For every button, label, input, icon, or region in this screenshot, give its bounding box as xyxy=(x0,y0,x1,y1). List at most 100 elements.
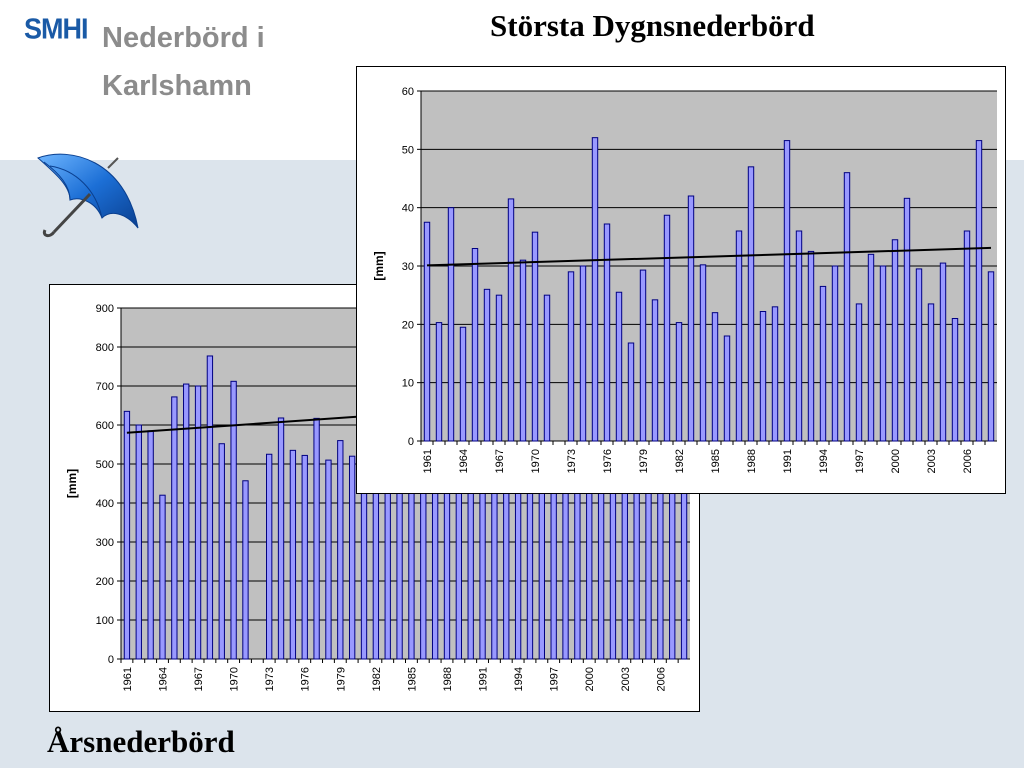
bar-1975 xyxy=(591,137,599,442)
x-tick-label: 1964 xyxy=(157,667,169,691)
trend-line xyxy=(426,246,992,267)
bar-1970 xyxy=(230,380,237,660)
bar-1971 xyxy=(242,480,249,660)
bar-1963 xyxy=(147,430,154,660)
bar-1989 xyxy=(759,311,767,442)
x-tick-label: 1997 xyxy=(549,667,561,691)
bar-1980 xyxy=(348,455,356,660)
x-tick-label: 1970 xyxy=(530,449,542,473)
bar-1976 xyxy=(301,454,308,660)
umbrella-icon xyxy=(37,153,139,238)
y-tick-label: 500 xyxy=(96,459,114,471)
x-tick-label: 1973 xyxy=(264,667,276,691)
y-tick-label: 10 xyxy=(402,378,414,390)
bar-1979 xyxy=(639,269,647,442)
bar-1996 xyxy=(843,172,851,442)
y-tick-label: 700 xyxy=(96,381,114,393)
y-axis-title: [mm] xyxy=(65,469,79,498)
bar-1965 xyxy=(171,396,178,660)
bar-1981 xyxy=(663,214,671,442)
x-tick-label: 1988 xyxy=(746,449,758,473)
bar-1966 xyxy=(483,288,491,442)
bar-1987 xyxy=(735,230,743,442)
y-axis-title: [mm] xyxy=(372,251,386,280)
x-tick-label: 1979 xyxy=(638,449,650,473)
bar-1966 xyxy=(183,383,190,660)
x-tick-label: 1985 xyxy=(406,667,418,691)
bar-1967 xyxy=(194,385,202,660)
bar-2004 xyxy=(939,262,947,442)
y-tick-label: 50 xyxy=(402,144,414,156)
chart-title-max-daily: Största Dygnsnederbörd xyxy=(490,8,815,43)
x-tick-label: 2003 xyxy=(620,667,632,691)
x-tick-label: 1988 xyxy=(442,667,454,691)
bar-1988 xyxy=(747,166,755,442)
y-tick-label: 600 xyxy=(96,420,114,432)
x-tick-label: 1976 xyxy=(602,449,614,473)
x-tick-label: 1985 xyxy=(710,449,722,473)
bar-2001 xyxy=(903,197,911,442)
bar-2008 xyxy=(987,271,995,442)
y-tick-label: 0 xyxy=(408,436,414,448)
bar-1971 xyxy=(543,294,551,442)
y-tick-label: 300 xyxy=(96,537,114,549)
bar-1965 xyxy=(471,248,479,442)
bar-1993 xyxy=(807,250,815,442)
y-tick-label: 900 xyxy=(96,303,114,315)
bar-1999 xyxy=(879,265,887,442)
page-title-line2: Karlshamn xyxy=(102,70,252,102)
bar-1991 xyxy=(783,140,791,442)
bar-1998 xyxy=(867,253,875,442)
y-tick-label: 30 xyxy=(402,261,414,273)
bar-2005 xyxy=(951,318,959,442)
x-tick-label: 1970 xyxy=(229,667,241,691)
bar-1962 xyxy=(435,322,443,442)
bar-2006 xyxy=(963,230,971,442)
y-tick-label: 60 xyxy=(402,86,414,98)
y-tick-label: 0 xyxy=(108,654,114,666)
page-title-line1: Nederbörd i xyxy=(102,22,265,54)
bar-1994 xyxy=(819,285,827,442)
bar-1964 xyxy=(159,494,166,660)
bar-1984 xyxy=(699,264,707,442)
bar-1977 xyxy=(313,417,320,660)
bar-1992 xyxy=(795,230,803,442)
x-tick-label: 1961 xyxy=(422,449,434,473)
bar-1978 xyxy=(627,342,635,442)
x-tick-label: 1982 xyxy=(371,667,383,691)
smhi-logo: SMHI xyxy=(24,13,88,45)
x-tick-label: 1994 xyxy=(818,449,830,473)
bar-1969 xyxy=(218,443,225,660)
x-tick-label: 1991 xyxy=(782,449,794,473)
bar-1961 xyxy=(423,221,431,442)
bar-1973 xyxy=(266,453,273,660)
x-tick-label: 1967 xyxy=(193,667,205,691)
bar-1975 xyxy=(289,449,297,660)
y-tick-label: 40 xyxy=(402,203,414,215)
max-daily-chart-svg: 0 10 20 30 40 50 60 1961 1964 1967 1970 1973 1976 197… xyxy=(372,86,997,473)
x-tick-label: 1964 xyxy=(458,449,470,473)
bar-1973 xyxy=(567,271,575,442)
bar-1974 xyxy=(277,417,285,660)
x-tick-label: 2006 xyxy=(962,449,974,473)
bar-1969 xyxy=(519,259,527,442)
bar-1977 xyxy=(615,291,623,442)
x-tick-label: 1967 xyxy=(494,449,506,473)
bar-1964 xyxy=(459,326,467,442)
bar-1970 xyxy=(531,231,539,442)
bar-2003 xyxy=(927,303,935,442)
bar-1979 xyxy=(337,440,344,660)
y-tick-label: 100 xyxy=(96,615,114,627)
bar-1983 xyxy=(687,195,695,442)
x-tick-label: 1976 xyxy=(300,667,312,691)
bar-1982 xyxy=(675,322,683,442)
bar-1963 xyxy=(447,207,455,442)
bar-1990 xyxy=(771,306,779,442)
x-tick-label: 1994 xyxy=(513,667,525,691)
bar-1968 xyxy=(507,198,515,442)
x-tick-label: 1961 xyxy=(122,667,134,691)
chart-max-daily-precipitation: 0 10 20 30 40 50 60 1961 1964 1967 1970 1973 1976 197… xyxy=(356,66,1006,494)
bar-2007 xyxy=(975,140,983,442)
bar-2000 xyxy=(891,239,899,442)
bar-1962 xyxy=(135,424,142,660)
